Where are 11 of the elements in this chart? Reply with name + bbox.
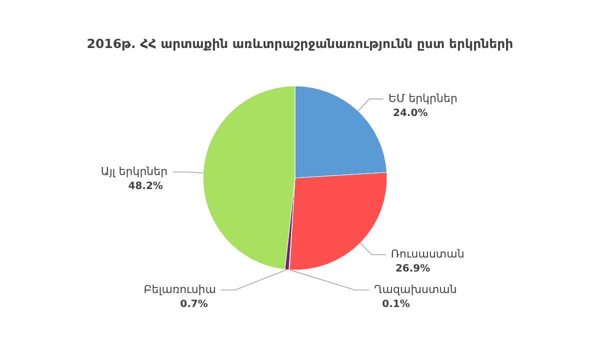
data-label: 0.1% [382, 299, 410, 310]
slice-label: Ղազախստան [374, 283, 457, 296]
slice-label: Ռուսաստան [390, 248, 464, 261]
slice-label: Բելառուսիա [144, 283, 216, 296]
slice-label: ԵՄ երկրներ [388, 92, 458, 105]
data-label: 26.9% [395, 264, 430, 275]
chart-title: 2016թ. ՀՀ արտաքին առևտրաշրջանառությունն ըստ երկրների [86, 36, 514, 51]
data-label: 0.7% [180, 299, 208, 310]
slice-label: Այլ երկրներ [100, 165, 168, 178]
data-label: 48.2% [128, 181, 163, 192]
data-label: 24.0% [393, 108, 428, 119]
